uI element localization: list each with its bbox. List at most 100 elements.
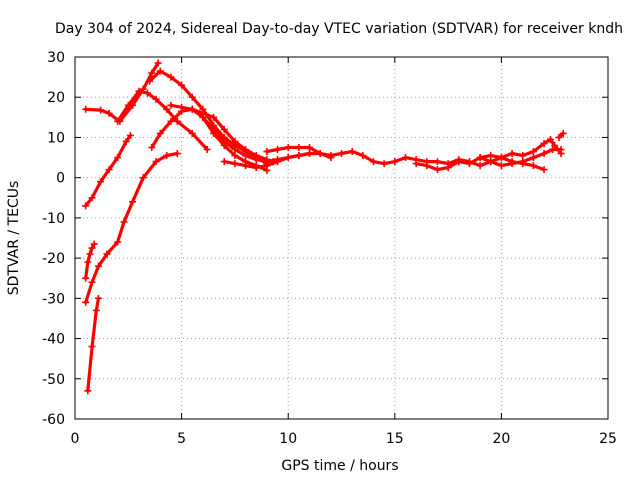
data-point — [94, 262, 102, 270]
data-point — [152, 95, 160, 103]
series-arc-8 — [148, 69, 269, 166]
series-layer — [82, 59, 567, 395]
data-point — [433, 158, 441, 166]
data-point — [86, 250, 94, 258]
y-tick-label: 0 — [56, 171, 65, 187]
y-tick-label: 20 — [47, 90, 65, 106]
data-point — [135, 87, 143, 95]
data-point — [122, 137, 130, 145]
data-point — [156, 129, 164, 137]
y-tick-label: -30 — [42, 291, 65, 307]
data-point — [549, 146, 557, 154]
data-point — [148, 69, 156, 77]
data-point — [348, 148, 356, 156]
data-point — [97, 106, 105, 114]
series-arc-1 — [86, 296, 101, 393]
data-point — [252, 164, 260, 172]
data-point — [178, 81, 186, 89]
series-arc-2 — [84, 242, 96, 280]
data-point — [465, 160, 473, 168]
data-point — [306, 144, 314, 151]
data-point — [557, 150, 565, 158]
data-point — [529, 148, 537, 156]
data-point — [167, 117, 175, 125]
data-point — [338, 150, 345, 158]
data-point — [476, 154, 484, 162]
data-point — [551, 141, 559, 149]
data-point — [423, 162, 431, 170]
data-point — [156, 67, 164, 75]
data-point — [152, 158, 160, 166]
y-tick-label: -40 — [42, 332, 65, 348]
data-point — [167, 101, 175, 109]
data-point — [359, 152, 367, 160]
x-tick-label: 10 — [279, 431, 297, 447]
data-point — [263, 148, 271, 156]
grid-layer — [75, 57, 608, 419]
tick-layer: 0 5 10 15 20 25 -60 -50 -40 -30 -20 -10 0 10 20 30 — [42, 50, 617, 447]
data-point — [263, 162, 271, 170]
x-tick-label: 20 — [492, 431, 510, 447]
data-point — [284, 144, 292, 151]
data-point — [540, 166, 548, 174]
data-point — [487, 158, 495, 166]
series-arc-14 — [478, 137, 563, 160]
data-point — [167, 73, 175, 81]
data-point — [242, 162, 250, 170]
y-tick-label: 10 — [47, 130, 65, 146]
data-point — [82, 298, 90, 306]
data-point — [124, 101, 132, 109]
data-point — [242, 152, 250, 160]
data-point — [154, 59, 162, 67]
data-point — [210, 113, 218, 121]
data-point — [546, 135, 554, 143]
data-point — [114, 154, 122, 162]
data-point — [94, 294, 102, 302]
data-point — [163, 152, 171, 160]
data-point — [105, 109, 113, 117]
data-point — [559, 129, 567, 137]
data-point — [487, 152, 495, 160]
y-axis-label: SDTVAR / TECUs — [6, 181, 22, 296]
data-point — [82, 202, 90, 210]
data-point — [114, 238, 122, 246]
data-point — [199, 113, 207, 121]
data-point — [540, 150, 548, 158]
data-point — [188, 105, 196, 113]
data-point — [103, 250, 111, 258]
x-tick-label: 15 — [386, 431, 404, 447]
data-point — [188, 93, 196, 101]
plot-frame — [74, 56, 609, 420]
y-tick-label: -20 — [42, 251, 65, 267]
data-point — [105, 166, 113, 174]
data-point — [274, 146, 282, 154]
y-tick-label: 30 — [47, 50, 65, 66]
data-point — [497, 154, 505, 162]
data-point — [120, 218, 128, 226]
data-point — [129, 198, 137, 206]
data-point — [295, 144, 303, 151]
data-point — [88, 343, 96, 351]
data-point — [82, 105, 90, 113]
data-point — [306, 150, 314, 158]
y-tick-label: -10 — [42, 211, 65, 227]
data-point — [295, 152, 303, 160]
data-point — [369, 158, 377, 166]
data-point — [529, 162, 537, 170]
data-point — [327, 154, 335, 162]
data-point — [173, 117, 181, 125]
data-point — [391, 158, 399, 166]
data-point — [380, 160, 388, 168]
data-point — [92, 306, 100, 314]
data-point — [88, 278, 96, 286]
data-point — [433, 166, 441, 174]
data-point — [146, 77, 154, 85]
data-point — [203, 146, 211, 154]
data-point — [555, 133, 563, 141]
data-point — [540, 139, 548, 147]
x-axis-label: GPS time / hours — [281, 458, 398, 474]
y-tick-label: -50 — [42, 372, 65, 388]
data-point — [173, 150, 181, 158]
data-point — [231, 152, 239, 160]
